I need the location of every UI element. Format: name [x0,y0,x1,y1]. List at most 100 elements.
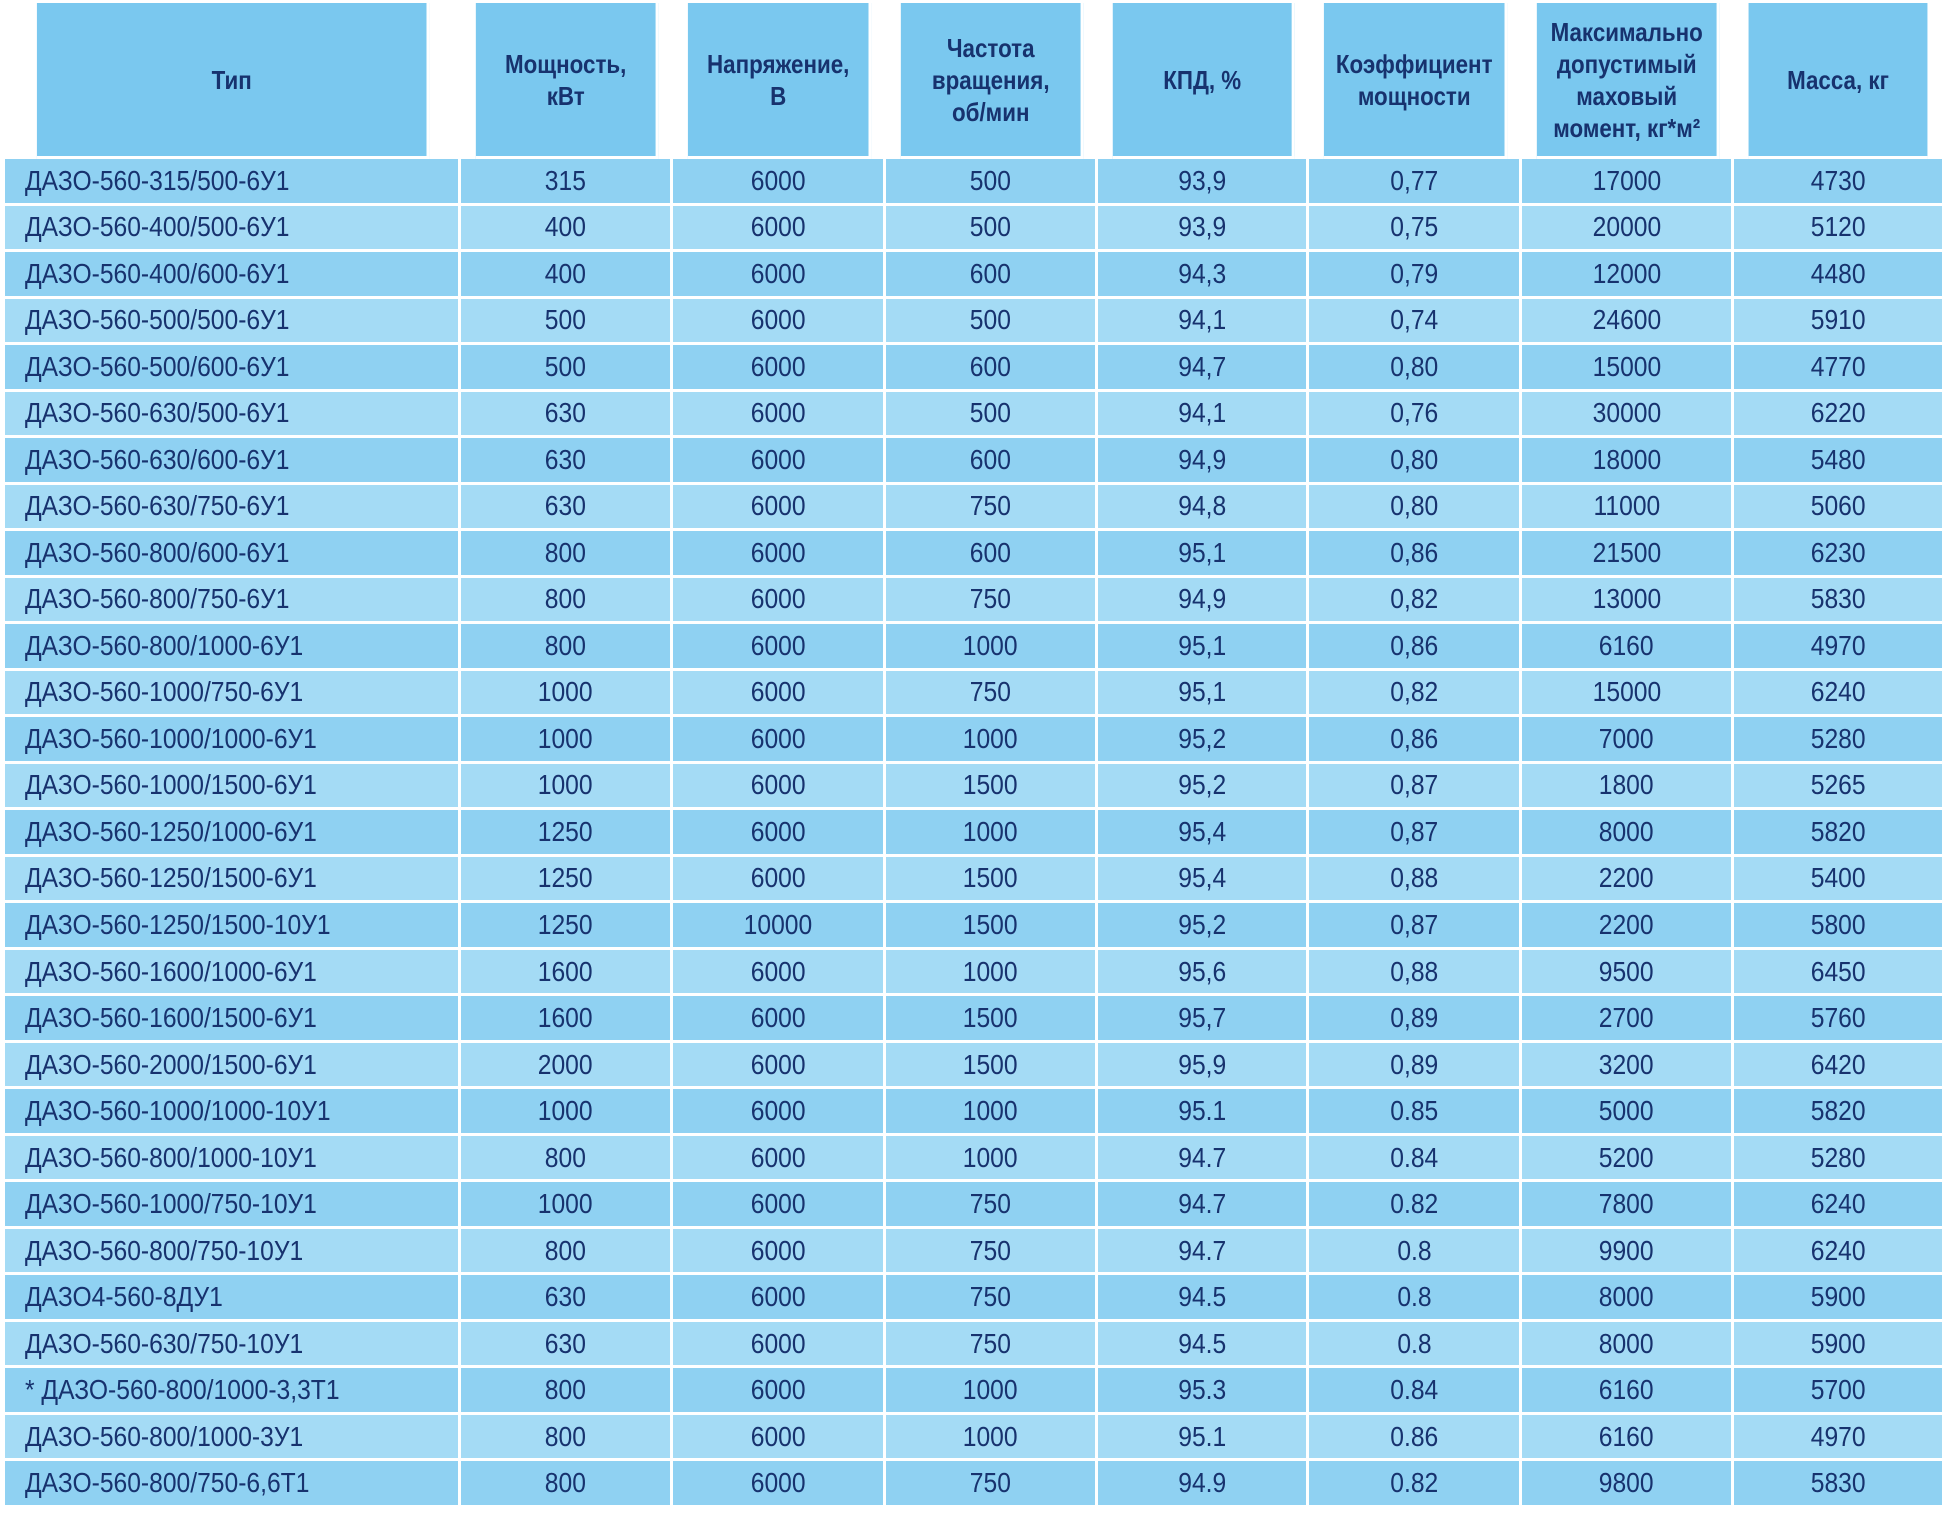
table-row: ДАЗО-560-1000/750-6У1 1000 6000 750 95,1 0,82… [5,670,1942,718]
cell-flywheel-moment: 8000 [1522,810,1734,857]
cell-mass: 5820 [1734,810,1942,857]
cell-value: ДАЗО-560-1250/1500-10У1 [25,909,331,940]
cell-voltage: 6000 [673,159,886,206]
cell-type: ДАЗО-560-800/1000-3У1 [5,1414,461,1462]
cell-value: 500 [544,350,587,382]
cell-value: 600 [969,257,1012,289]
cell-voltage: 6000 [673,1414,886,1462]
cell-efficiency: 94.7 [1098,1228,1309,1276]
cell-mass: 5900 [1734,1275,1942,1322]
cell-value: ДАЗО-560-2000/1500-6У1 [25,1048,317,1080]
cell-voltage: 6000 [673,810,886,857]
cell-value: ДАЗО-560-630/600-6У1 [25,443,290,475]
cell-value: 94.9 [1178,1467,1226,1499]
cell-value: 0,89 [1390,1002,1438,1034]
cell-value: 15000 [1592,350,1661,382]
cell-speed: 750 [886,1228,1098,1276]
cell-power: 400 [461,252,673,299]
cell-power-factor: 0,82 [1309,670,1522,718]
cell-power: 630 [461,438,673,485]
cell-mass: 4770 [1734,345,1942,392]
cell-value: 1500 [963,1002,1018,1034]
cell-value: 94,3 [1178,257,1226,289]
cell-value: 6000 [750,350,806,382]
cell-power-factor: 0.84 [1309,1135,1522,1183]
cell-value: 2000 [538,1048,593,1080]
cell-value: 6000 [750,955,806,987]
cell-mass: 6450 [1734,949,1942,997]
cell-value: 800 [544,629,587,661]
cell-value: 1500 [963,769,1018,801]
cell-type: ДАЗО-560-800/750-6У1 [5,577,461,625]
cell-power-factor: 0,86 [1309,624,1522,671]
cell-power-factor: 0.82 [1309,1182,1522,1229]
cell-value: 1500 [963,909,1018,940]
cell-value: 9900 [1599,1234,1654,1266]
cell-power-factor: 0,80 [1309,484,1522,532]
cell-value: 0,87 [1390,769,1438,801]
cell-value: 13000 [1592,583,1661,615]
cell-value: 6000 [750,1141,806,1173]
cell-efficiency: 94,1 [1098,391,1309,439]
cell-power: 800 [461,577,673,625]
table-row: ДАЗО-560-630/750-6У1 630 6000 750 94,8 0,80 11… [5,484,1942,532]
column-header-label: Масса, кг [1787,64,1889,95]
cell-value: 95.3 [1178,1374,1226,1406]
column-header-mass: Масса, кг [1748,3,1928,159]
cell-efficiency: 95,9 [1098,1042,1309,1090]
cell-flywheel-moment: 5000 [1522,1089,1734,1136]
table-row: ДАЗО-560-1600/1500-6У1 1600 6000 1500 95,7 0,… [5,996,1942,1043]
cell-type: ДАЗО-560-1600/1500-6У1 [5,996,461,1043]
cell-mass: 5400 [1734,856,1942,904]
cell-value: 630 [544,443,587,475]
cell-voltage: 6000 [673,205,886,253]
cell-power-factor: 0.85 [1309,1089,1522,1136]
cell-mass: 6240 [1734,1182,1942,1229]
cell-speed: 1000 [886,1368,1098,1415]
cell-value: 0.85 [1390,1095,1438,1127]
cell-value: 0,86 [1390,722,1438,754]
cell-voltage: 6000 [673,670,886,718]
cell-power: 800 [461,1414,673,1462]
cell-type: ДАЗО-560-630/500-6У1 [5,391,461,439]
cell-type: ДАЗО-560-1000/750-10У1 [5,1182,461,1229]
cell-value: 94.7 [1178,1141,1226,1173]
cell-power-factor: 0,87 [1309,810,1522,857]
cell-power: 1250 [461,903,673,950]
cell-value: 630 [544,1327,587,1359]
cell-value: 93,9 [1178,211,1226,243]
cell-mass: 5280 [1734,717,1942,764]
cell-value: 800 [544,536,587,568]
cell-value: ДАЗО-560-1250/1000-6У1 [25,815,317,847]
cell-value: 1250 [538,815,593,847]
cell-voltage: 6000 [673,624,886,671]
cell-speed: 750 [886,670,1098,718]
cell-value: ДАЗО-560-315/500-6У1 [25,164,290,196]
cell-value: 630 [544,490,587,522]
cell-efficiency: 95.1 [1098,1089,1309,1136]
cell-flywheel-moment: 11000 [1522,484,1734,532]
motor-spec-table: Тип Мощность, кВт Напряжение, В Частота вра… [5,3,1942,1508]
cell-value: 7800 [1599,1188,1654,1220]
cell-value: ДАЗО-560-800/750-6У1 [25,583,290,615]
cell-value: 6000 [750,815,806,847]
cell-value: 6000 [750,257,806,289]
cell-flywheel-moment: 15000 [1522,670,1734,718]
cell-efficiency: 95.3 [1098,1368,1309,1415]
cell-value: 6160 [1599,629,1654,661]
cell-efficiency: 95.1 [1098,1414,1309,1462]
cell-value: ДАЗО-560-630/750-6У1 [25,490,290,522]
cell-value: 6220 [1810,397,1866,429]
cell-type: ДАЗО-560-500/600-6У1 [5,345,461,392]
cell-power: 630 [461,1321,673,1369]
cell-value: 5760 [1810,1002,1866,1034]
cell-value: 0.86 [1390,1420,1438,1452]
cell-voltage: 6000 [673,484,886,532]
cell-value: ДАЗО-560-500/500-6У1 [25,304,290,336]
cell-efficiency: 94.5 [1098,1275,1309,1322]
cell-power-factor: 0,88 [1309,856,1522,904]
cell-flywheel-moment: 17000 [1522,159,1734,206]
cell-value: 1000 [538,769,593,801]
cell-type: ДАЗО-560-1000/1000-10У1 [5,1089,461,1136]
cell-power-factor: 0.84 [1309,1368,1522,1415]
